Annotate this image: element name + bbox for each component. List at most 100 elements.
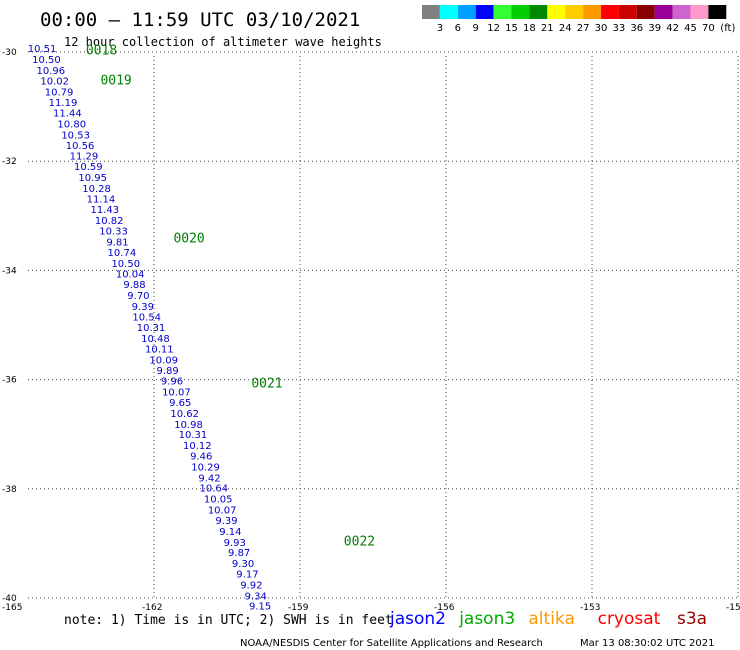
chart-subtitle: 12 hour collection of altimeter wave hei… — [64, 35, 382, 49]
wave-height-label: 10.12 — [183, 441, 212, 452]
wave-height-values: 10.5110.5010.9610.0210.7911.1911.4410.80… — [28, 44, 271, 612]
wave-height-label: 10.07 — [208, 506, 237, 517]
wave-height-label: 10.95 — [78, 173, 107, 184]
legend-label: 6 — [455, 23, 461, 34]
wave-height-label: 9.88 — [123, 280, 145, 291]
wave-height-label: 10.80 — [57, 120, 86, 131]
wave-height-label: 9.39 — [215, 516, 237, 527]
wave-height-label: 11.43 — [91, 205, 120, 216]
wave-height-label: 10.98 — [174, 420, 203, 431]
wave-height-label: 11.19 — [49, 98, 78, 109]
wave-height-label: 9.81 — [106, 237, 128, 248]
x-tick-label: -159 — [288, 603, 309, 613]
y-tick-label: -30 — [2, 48, 17, 58]
legend-label: 9 — [473, 23, 479, 34]
wave-height-label: 9.70 — [127, 291, 149, 302]
legend-swatch — [529, 5, 548, 19]
satellite-name: jason3 — [458, 609, 515, 629]
wave-height-label: 10.28 — [82, 184, 111, 195]
legend-swatch — [618, 5, 637, 19]
x-tick-label: -153 — [580, 603, 600, 613]
wave-height-label: 9.15 — [249, 602, 271, 613]
wave-height-label: 9.89 — [156, 366, 178, 377]
wave-height-label: 10.56 — [66, 141, 95, 152]
timestamp-text: Mar 13 08:30:02 UTC 2021 — [580, 638, 715, 649]
x-tick-label: -15 — [726, 603, 740, 613]
footer-note: note: 1) Time is in UTC; 2) SWH is in fe… — [64, 613, 393, 628]
wave-height-label: 10.02 — [40, 76, 69, 87]
wave-height-label: 9.42 — [198, 473, 220, 484]
satellite-name: cryosat — [598, 609, 661, 629]
legend-label: 36 — [630, 23, 643, 34]
legend-swatch — [654, 5, 673, 19]
wave-height-label: 10.48 — [141, 334, 170, 345]
legend-swatch — [601, 5, 619, 19]
legend-swatch — [457, 5, 476, 19]
wave-height-label: 10.79 — [45, 87, 74, 98]
wave-height-label: 10.96 — [37, 66, 66, 77]
wave-height-label: 10.05 — [204, 495, 233, 506]
wave-height-label: 10.29 — [191, 462, 220, 473]
wave-height-label: 9.34 — [245, 591, 267, 602]
time-label: 0018 — [86, 43, 117, 58]
legend-label: 3 — [437, 23, 443, 34]
wave-height-label: 11.44 — [53, 109, 82, 120]
time-label: 0020 — [173, 232, 204, 247]
time-label: 0022 — [344, 535, 375, 550]
wave-height-label: 10.53 — [61, 130, 90, 141]
wave-height-label: 10.31 — [137, 323, 166, 334]
x-tick-label: -162 — [142, 603, 162, 613]
wave-height-label: 9.17 — [236, 569, 258, 580]
legend-label: 27 — [577, 23, 590, 34]
legend-label: 70 — [702, 23, 715, 34]
legend-label: 24 — [559, 23, 572, 34]
wave-height-label: 10.07 — [162, 388, 191, 399]
wave-height-label: 9.46 — [190, 451, 212, 462]
legend-swatch — [690, 5, 709, 19]
wave-height-label: 10.09 — [149, 355, 178, 366]
wave-height-label: 9.65 — [169, 398, 191, 409]
wave-height-label: 10.33 — [99, 227, 128, 238]
satellite-name: altika — [528, 609, 575, 629]
wave-height-label: 10.50 — [32, 55, 61, 66]
satellite-legend: jason2 jason3 altika cryosat s3a — [389, 609, 707, 629]
legend-label: 45 — [684, 23, 697, 34]
legend-label: 21 — [541, 23, 554, 34]
wave-height-label: 10.82 — [95, 216, 124, 227]
time-labels: 0018 0019 0020 0021 0022 — [86, 43, 375, 549]
wave-height-label: 11.29 — [70, 152, 99, 163]
chart-title: 00:00 – 11:59 UTC 03/10/2021 — [40, 9, 360, 31]
credit-text: NOAA/NESDIS Center for Satellite Applica… — [240, 638, 543, 649]
satellite-name: jason2 — [389, 609, 446, 629]
time-label: 0019 — [100, 73, 131, 88]
legend-label: 12 — [487, 23, 500, 34]
wave-height-label: 10.11 — [145, 344, 174, 355]
wave-height-label: 10.59 — [74, 162, 103, 173]
satellite-name: s3a — [677, 609, 707, 629]
legend-label: 18 — [523, 23, 536, 34]
wave-height-label: 9.39 — [132, 302, 154, 313]
legend-swatch — [439, 5, 458, 19]
time-label: 0021 — [251, 376, 282, 391]
wave-height-label: 9.96 — [161, 377, 183, 388]
wave-height-label: 9.14 — [219, 527, 241, 538]
legend-label: 33 — [613, 23, 626, 34]
wave-height-label: 10.51 — [28, 44, 57, 55]
legend-swatch — [672, 5, 691, 19]
legend-swatch — [422, 5, 440, 19]
x-tick-label: -165 — [2, 603, 22, 613]
legend-swatch — [493, 5, 512, 19]
x-tick-label: -156 — [434, 603, 455, 613]
wave-height-label: 9.93 — [224, 538, 246, 549]
y-tick-label: -36 — [2, 376, 17, 386]
legend-label: 15 — [505, 23, 518, 34]
legend-swatch — [511, 5, 530, 19]
axis-tick-labels: -30 -32 -34 -36 -38 -40-165 -162 -159 -156 -153 -1… — [2, 48, 740, 613]
color-legend: 3 6 9 12 15 18 21 24 27 30 33 36 39 42 45 70 (ft) — [422, 5, 735, 34]
legend-label: 39 — [648, 23, 661, 34]
wave-height-label: 9.92 — [240, 580, 262, 591]
wave-height-label: 10.50 — [111, 259, 140, 270]
legend-unit: (ft) — [720, 23, 735, 34]
